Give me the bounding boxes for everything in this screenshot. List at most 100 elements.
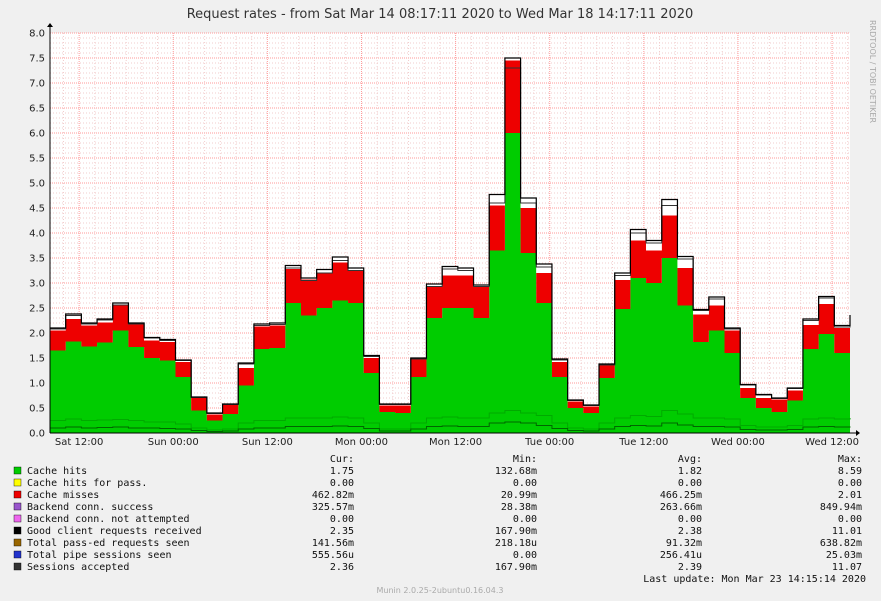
legend-row-name: Good client requests received (27, 526, 202, 537)
legend-value-min: 0.00 (513, 514, 537, 525)
legend-value-cur: 0.00 (330, 514, 354, 525)
legend-value-cur: 1.75 (330, 466, 354, 477)
y-tick-label: 7.5 (29, 54, 45, 65)
legend-value-max: 11.01 (832, 526, 862, 537)
x-tick-labels: Sat 12:00 Sun 00:00 Sun 12:00 Mon 00:00 Mon … (55, 437, 859, 448)
legend-row-name: Total pipe sessions seen (27, 550, 172, 561)
legend-swatch (13, 538, 22, 547)
y-tick-label: 0.0 (29, 429, 45, 440)
legend-value-avg: 256.41u (660, 550, 702, 561)
legend-row-name: Cache hits (27, 466, 87, 477)
legend-value-avg: 0.00 (678, 514, 702, 525)
y-tick-label: 8.0 (29, 29, 45, 40)
x-tick-label: Wed 12:00 (805, 437, 859, 448)
legend-swatch (13, 466, 22, 475)
legend-value-min: 0.00 (513, 550, 537, 561)
legend-value-max: 11.07 (832, 562, 862, 573)
legend-value-avg: 2.39 (678, 562, 702, 573)
legend-value-cur: 555.56u (312, 550, 354, 561)
legend-value-min: 132.68m (495, 466, 537, 477)
last-update-text: Last update: Mon Mar 23 14:15:14 2020 (643, 574, 866, 585)
legend-row-name: Backend conn. success (27, 502, 153, 513)
x-tick-label: Mon 00:00 (335, 437, 388, 448)
x-tick-label: Sat 12:00 (55, 437, 103, 448)
legend-value-max: 0.00 (838, 478, 862, 489)
legend-value-avg: 2.38 (678, 526, 702, 537)
y-tick-label: 6.0 (29, 129, 45, 140)
legend-value-max: 2.01 (838, 490, 862, 501)
y-tick-label: 3.5 (29, 254, 45, 265)
legend-value-max: 25.03m (826, 550, 862, 561)
legend-value-max: 0.00 (838, 514, 862, 525)
y-tick-label: 7.0 (29, 79, 45, 90)
legend-value-avg: 263.66m (660, 502, 702, 513)
y-tick-label: 1.5 (29, 354, 45, 365)
x-tick-label: Sun 12:00 (242, 437, 293, 448)
legend-value-min: 167.90m (495, 562, 537, 573)
legend-value-cur: 2.36 (330, 562, 354, 573)
y-tick-label: 5.0 (29, 179, 45, 190)
total-passed-requests-line (50, 421, 851, 432)
y-tick-label: 2.0 (29, 329, 45, 340)
y-tick-label: 2.5 (29, 304, 45, 315)
legend-value-min: 20.99m (501, 490, 537, 501)
y-tick-label: 6.5 (29, 104, 45, 115)
legend-value-avg: 466.25m (660, 490, 702, 501)
y-tick-labels: 0.0 0.5 1.0 1.5 2.0 2.5 3.0 3.5 4.0 4.5 5.0 5.5 6.0 6… (29, 29, 45, 440)
y-tick-label: 0.5 (29, 404, 45, 415)
legend-value-avg: 1.82 (678, 466, 702, 477)
data-lines (50, 57, 851, 432)
legend-header-min: Min: (513, 454, 537, 465)
x-axis-arrow (856, 430, 860, 436)
y-tick-label: 5.5 (29, 154, 45, 165)
y-tick-label: 4.0 (29, 229, 45, 240)
y-tick-label: 3.0 (29, 279, 45, 290)
legend-value-avg: 91.32m (666, 538, 702, 549)
legend: Cur: Min: Avg: Max: Cache hits 1.75 132.68… (13, 454, 862, 573)
cache-hits-area (50, 133, 850, 433)
axes (47, 23, 860, 436)
chart-title: Request rates - from Sat Mar 14 08:17:11… (187, 7, 694, 22)
x-tick-label: Tue 00:00 (524, 437, 574, 448)
legend-value-cur: 2.35 (330, 526, 354, 537)
legend-header-max: Max: (838, 454, 862, 465)
legend-swatch (13, 478, 22, 487)
y-axis-arrow (47, 23, 53, 27)
legend-value-avg: 0.00 (678, 478, 702, 489)
legend-value-max: 8.59 (838, 466, 862, 477)
legend-value-cur: 0.00 (330, 478, 354, 489)
legend-value-min: 28.38m (501, 502, 537, 513)
x-tick-label: Sun 00:00 (148, 437, 199, 448)
legend-header-avg: Avg: (678, 454, 702, 465)
y-tick-label: 4.5 (29, 204, 45, 215)
data-areas (50, 58, 850, 433)
legend-row-name: Cache misses (27, 490, 99, 501)
legend-swatch (13, 502, 22, 511)
legend-row-name: Backend conn. not attempted (27, 514, 190, 525)
legend-row-name: Sessions accepted (27, 562, 129, 573)
x-tick-label: Mon 12:00 (429, 437, 482, 448)
legend-value-cur: 462.82m (312, 490, 354, 501)
legend-header-cur: Cur: (330, 454, 354, 465)
legend-value-min: 167.90m (495, 526, 537, 537)
y-tick-label: 1.0 (29, 379, 45, 390)
legend-swatch (13, 550, 22, 559)
legend-row-name: Cache hits for pass. (27, 478, 147, 489)
legend-value-max: 849.94m (820, 502, 862, 513)
legend-swatch (13, 526, 22, 535)
legend-swatch (13, 490, 22, 499)
x-tick-label: Wed 00:00 (711, 437, 765, 448)
legend-swatch (13, 514, 22, 523)
legend-value-cur: 141.56m (312, 538, 354, 549)
legend-value-max: 638.82m (820, 538, 862, 549)
backend-conn-success-line (50, 410, 851, 431)
munin-version-footer: Munin 2.0.25-2ubuntu0.16.04.3 (377, 586, 504, 595)
legend-value-min: 218.18u (495, 538, 537, 549)
legend-row-name: Total pass-ed requests seen (27, 538, 190, 549)
legend-value-cur: 325.57m (312, 502, 354, 513)
legend-swatch (13, 562, 22, 571)
legend-value-min: 0.00 (513, 478, 537, 489)
good-client-requests-line (50, 57, 851, 414)
x-tick-label: Tue 12:00 (618, 437, 668, 448)
